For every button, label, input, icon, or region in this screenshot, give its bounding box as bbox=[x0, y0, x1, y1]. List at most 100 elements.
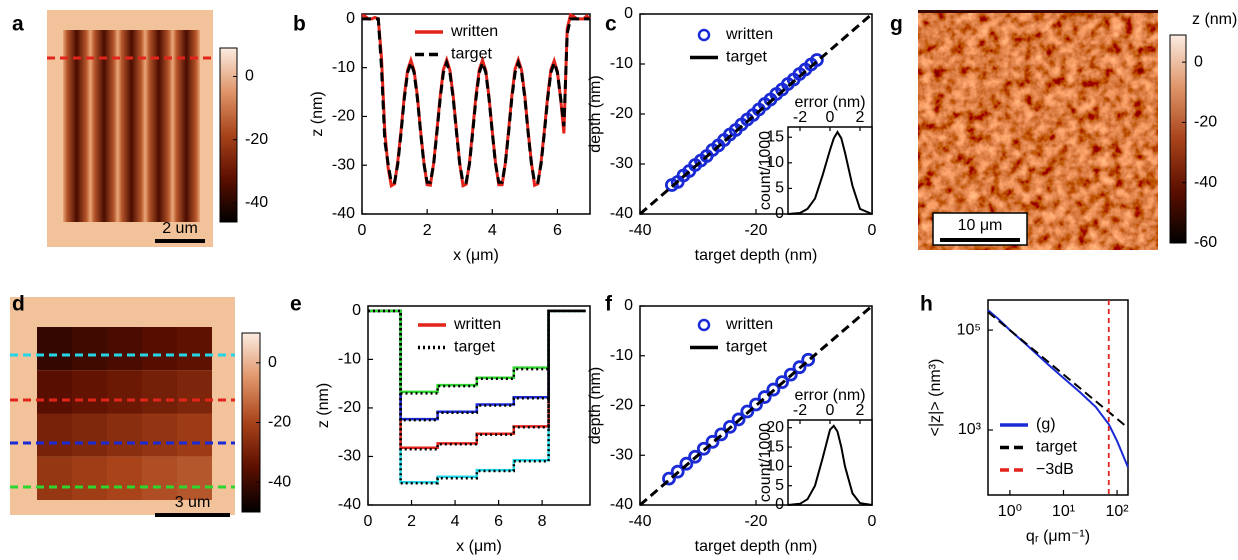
y-tick-label: 15 bbox=[766, 128, 784, 145]
scatter-point bbox=[801, 352, 816, 367]
step-block bbox=[72, 370, 107, 414]
y-tick-label: -30 bbox=[610, 446, 633, 463]
x-tick-label: -20 bbox=[744, 222, 767, 239]
panel-letter: h bbox=[920, 293, 933, 316]
y-tick-label: -40 bbox=[332, 205, 355, 222]
y-tick-label: -30 bbox=[332, 156, 355, 173]
x-tick-label: -20 bbox=[744, 513, 767, 530]
colorbar-label: z (nm) bbox=[1192, 11, 1237, 28]
y-tick-label: -10 bbox=[338, 351, 361, 368]
step-block bbox=[72, 327, 107, 371]
profile-line bbox=[368, 309, 586, 451]
x-tick-label: 2 bbox=[856, 402, 865, 419]
legend-label: written bbox=[725, 26, 773, 43]
legend-label: target bbox=[454, 339, 495, 356]
y-tick-label: 10 bbox=[766, 458, 784, 475]
x-tick-label: 2 bbox=[423, 222, 432, 239]
colorbar-tick-label: 0 bbox=[245, 68, 254, 85]
x-tick-label: 10⁰ bbox=[998, 503, 1022, 520]
stripe-pattern bbox=[63, 30, 200, 222]
step-block bbox=[107, 370, 142, 414]
inset-x-label: error (nm) bbox=[794, 94, 865, 111]
step-block bbox=[107, 327, 142, 371]
scatter-point bbox=[792, 360, 807, 375]
legend-label: written bbox=[453, 316, 501, 333]
y-axis-label: <|z|> (nm³) bbox=[927, 359, 944, 437]
step-block bbox=[72, 456, 107, 500]
x-tick-label: 10¹ bbox=[1052, 503, 1075, 520]
step-block bbox=[177, 456, 212, 500]
reference-line bbox=[639, 304, 873, 507]
panel-letter: f bbox=[605, 293, 613, 316]
panel-letter: b bbox=[293, 13, 306, 36]
scale-bar-label: 3 um bbox=[175, 494, 211, 511]
legend-label: −3dB bbox=[1036, 461, 1074, 478]
x-tick-label: 0 bbox=[358, 222, 367, 239]
y-tick-label: -40 bbox=[610, 496, 633, 513]
legend-marker bbox=[697, 28, 711, 42]
scatter-point bbox=[670, 464, 685, 479]
colorbar bbox=[219, 47, 238, 223]
y-tick-label: -40 bbox=[338, 496, 361, 513]
scatter-point bbox=[696, 441, 711, 456]
histogram-curve bbox=[787, 424, 873, 506]
scatter-point bbox=[757, 390, 772, 404]
y-tick-label: -10 bbox=[332, 59, 355, 76]
x-tick-label: 4 bbox=[488, 222, 497, 239]
step-block bbox=[107, 456, 142, 500]
scatter-point bbox=[810, 53, 824, 67]
step-block bbox=[142, 413, 177, 457]
series-line bbox=[362, 17, 590, 184]
y-axis-label: depth (nm) bbox=[587, 75, 604, 152]
x-axis-label: target depth (nm) bbox=[695, 247, 818, 264]
x-tick-label: 2 bbox=[407, 513, 416, 530]
y-axis-label: z (nm) bbox=[315, 383, 332, 428]
y-tick-label: 0 bbox=[775, 205, 784, 222]
profile-line bbox=[368, 309, 586, 485]
y-tick-label: 10⁵ bbox=[957, 321, 981, 338]
step-block bbox=[37, 413, 72, 457]
panel-letter: g bbox=[890, 13, 903, 36]
legend-label: written bbox=[725, 316, 773, 333]
y-tick-label: 0 bbox=[775, 496, 784, 513]
inset-y-label: count/1000 bbox=[757, 131, 774, 210]
afm-top-edge bbox=[918, 10, 1158, 13]
scatter-point bbox=[731, 412, 746, 427]
y-tick-label: 0 bbox=[624, 5, 633, 22]
y-tick-label: 10³ bbox=[958, 421, 982, 438]
colorbar-tick-label: -40 bbox=[245, 194, 268, 211]
scatter-point bbox=[775, 375, 789, 390]
colorbar-tick-label: -60 bbox=[1194, 234, 1217, 251]
step-block bbox=[177, 413, 212, 457]
colorbar-tick-label: 0 bbox=[1194, 53, 1203, 70]
x-tick-label: 0 bbox=[364, 513, 373, 530]
x-axis-label: target depth (nm) bbox=[695, 538, 818, 555]
step-block bbox=[37, 456, 72, 500]
x-tick-label: -2 bbox=[793, 402, 807, 419]
y-tick-label: 20 bbox=[766, 419, 784, 436]
panel-letter: a bbox=[12, 13, 24, 36]
y-tick-label: -40 bbox=[610, 205, 633, 222]
y-tick-label: -20 bbox=[610, 105, 633, 122]
y-tick-label: 15 bbox=[766, 438, 784, 455]
profile-line bbox=[368, 309, 586, 422]
step-block bbox=[37, 327, 72, 371]
x-tick-label: 10² bbox=[1106, 503, 1130, 520]
step-block bbox=[177, 327, 212, 371]
scatter-point bbox=[749, 397, 763, 412]
step-block bbox=[177, 370, 212, 414]
legend-label: target bbox=[726, 49, 767, 66]
x-tick-label: -2 bbox=[793, 109, 807, 126]
colorbar-tick-label: -40 bbox=[268, 473, 291, 490]
histogram-curve bbox=[787, 130, 873, 215]
scatter-point bbox=[688, 449, 702, 464]
axes-frame bbox=[361, 13, 591, 215]
x-tick-label: 0 bbox=[826, 109, 835, 126]
scatter-point bbox=[705, 434, 720, 449]
y-tick-label: -10 bbox=[610, 55, 633, 72]
scatter-point bbox=[740, 404, 755, 419]
x-tick-label: -40 bbox=[628, 513, 651, 530]
y-tick-label: 5 bbox=[775, 477, 784, 494]
scale-bar-label: 10 μm bbox=[958, 217, 1003, 234]
